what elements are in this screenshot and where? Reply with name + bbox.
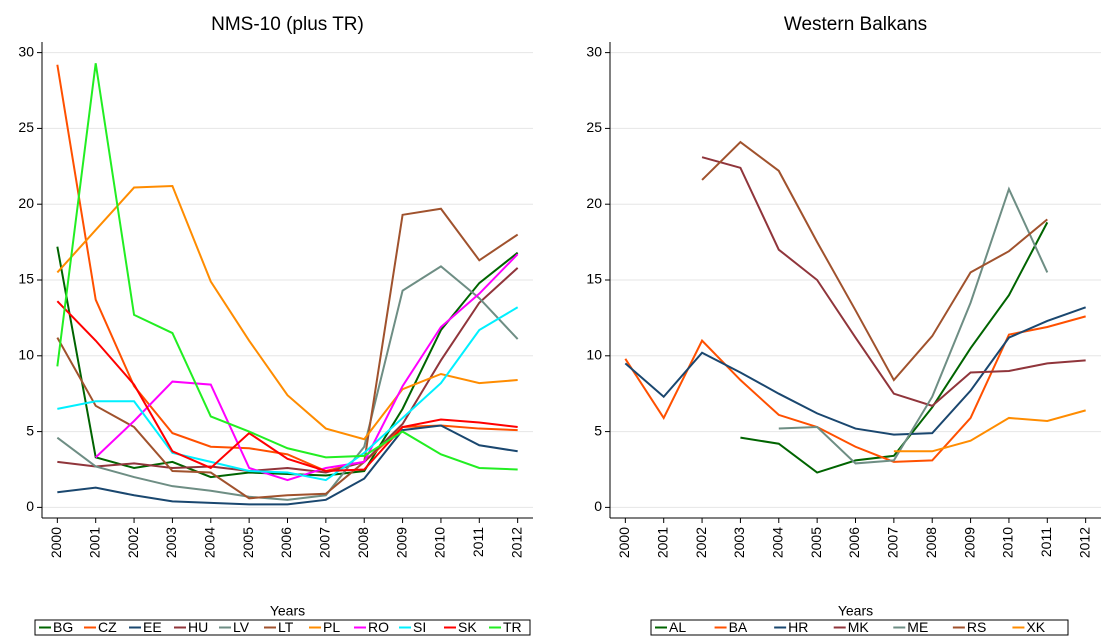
series-line: [624, 306, 1086, 436]
y-tick-label: 30: [586, 43, 602, 59]
legend-label: RS: [967, 619, 986, 635]
legend-label: AL: [669, 619, 686, 635]
series-line: [56, 207, 519, 500]
x-tick-label: 2009: [961, 527, 977, 558]
series-line: [57, 424, 518, 506]
series-line: [56, 300, 518, 473]
y-tick-label: 15: [586, 271, 602, 287]
legend-label: ME: [907, 619, 928, 635]
x-tick-label: 2003: [163, 527, 179, 558]
series-line: [893, 409, 1086, 453]
x-tick-label: 2007: [885, 527, 901, 558]
legend-label: RO: [368, 619, 389, 635]
legend-label: MK: [848, 619, 870, 635]
y-tick-label: 0: [594, 498, 602, 514]
series-line: [778, 186, 1049, 465]
series-line: [740, 221, 1049, 474]
x-tick-label: 2004: [201, 527, 217, 558]
legend-label: TR: [503, 619, 522, 635]
x-tick-label: 2000: [616, 527, 632, 558]
legend-box: [34, 619, 531, 636]
series-line: [95, 253, 519, 482]
legend-label: LV: [233, 619, 250, 635]
x-tick-label: 2006: [278, 527, 294, 558]
legend-label: PL: [323, 619, 340, 635]
chart-title: Western Balkans: [784, 14, 927, 35]
y-tick-label: 0: [26, 498, 34, 514]
series-line: [57, 267, 519, 474]
x-axis-label: Years: [838, 603, 873, 619]
x-tick-label: 2012: [508, 527, 524, 558]
y-tick-label: 10: [18, 346, 34, 362]
x-tick-label: 2002: [125, 527, 141, 558]
x-tick-label: 2009: [393, 527, 409, 558]
legend-box: [650, 619, 1069, 636]
y-tick-label: 10: [586, 346, 602, 362]
x-tick-label: 2004: [769, 527, 785, 558]
chart-title: NMS-10 (plus TR): [211, 14, 364, 35]
y-tick-label: 5: [26, 422, 34, 438]
y-tick-label: 20: [18, 195, 34, 211]
series-line: [56, 184, 518, 441]
x-axis-label: Years: [270, 603, 305, 619]
legend-label: SK: [458, 619, 477, 635]
y-tick-label: 30: [18, 43, 34, 59]
x-tick-label: 2001: [86, 527, 102, 558]
x-tick-label: 2000: [48, 527, 64, 558]
legend-label: HR: [788, 619, 808, 635]
x-tick-label: 2007: [317, 527, 333, 558]
series-line: [701, 140, 1048, 382]
legend-label: BA: [729, 619, 748, 635]
legend-label: EE: [143, 619, 162, 635]
x-tick-label: 2010: [1000, 527, 1016, 558]
legend-label: CZ: [98, 619, 117, 635]
series-line: [624, 315, 1086, 463]
series-line: [701, 156, 1086, 407]
x-tick-label: 2010: [432, 527, 448, 558]
x-tick-label: 2012: [1076, 527, 1092, 558]
series-line: [56, 265, 519, 501]
legend-label: SI: [413, 619, 426, 635]
x-tick-label: 2011: [1038, 527, 1054, 557]
legend-label: XK: [1026, 619, 1045, 635]
legend-label: HU: [188, 619, 208, 635]
x-tick-label: 2008: [923, 527, 939, 558]
legend-label: LT: [278, 619, 294, 635]
x-tick-label: 2001: [654, 527, 670, 558]
x-tick-label: 2005: [240, 527, 256, 558]
x-tick-label: 2011: [470, 527, 486, 557]
y-tick-label: 25: [586, 119, 602, 135]
x-tick-label: 2005: [808, 527, 824, 558]
y-tick-label: 25: [18, 119, 34, 135]
x-tick-label: 2006: [846, 527, 862, 558]
series-line: [57, 306, 519, 482]
series-line: [56, 63, 518, 471]
x-tick-label: 2002: [693, 527, 709, 558]
y-tick-label: 20: [586, 195, 602, 211]
x-tick-label: 2008: [355, 527, 371, 558]
x-tick-label: 2003: [731, 527, 747, 558]
legend-label: BG: [53, 619, 73, 635]
series-line: [56, 246, 519, 479]
y-tick-label: 15: [18, 271, 34, 287]
y-tick-label: 5: [594, 422, 602, 438]
